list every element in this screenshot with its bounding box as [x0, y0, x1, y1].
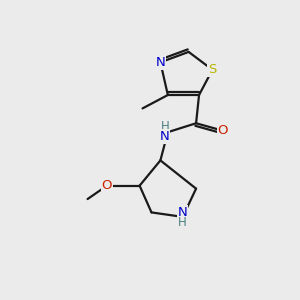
- Text: H: H: [160, 120, 169, 133]
- Text: S: S: [208, 63, 217, 76]
- Text: O: O: [102, 179, 112, 192]
- Text: N: N: [178, 206, 188, 219]
- Text: N: N: [155, 56, 165, 69]
- Text: N: N: [160, 130, 170, 143]
- Text: O: O: [218, 124, 228, 137]
- Text: H: H: [178, 216, 187, 229]
